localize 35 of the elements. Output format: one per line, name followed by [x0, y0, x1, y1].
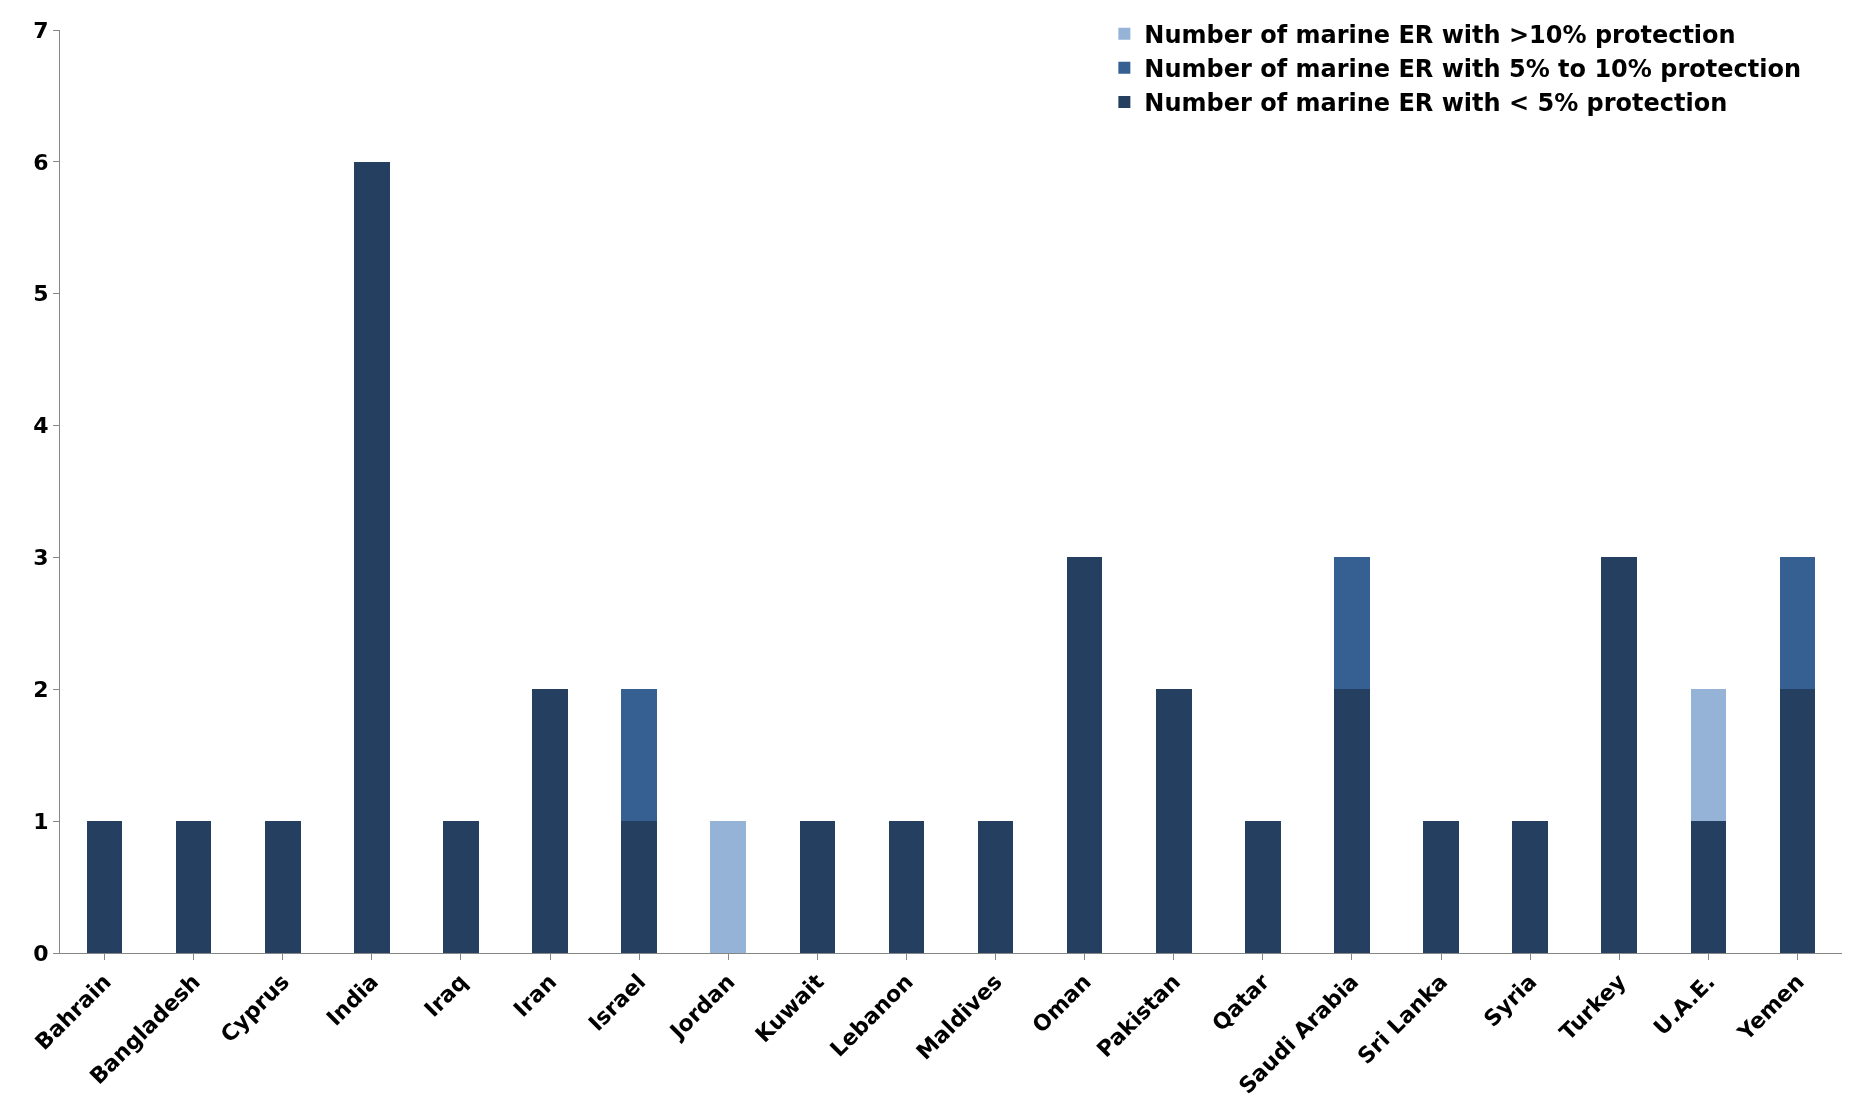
- bar: [1155, 689, 1192, 953]
- bar: [443, 821, 479, 953]
- y-tick-label: 5: [33, 281, 49, 307]
- bar: [532, 689, 568, 953]
- y-tick-label: 6: [33, 149, 49, 175]
- bar: [621, 689, 657, 822]
- bar: [264, 821, 301, 953]
- y-tick-label: 1: [33, 808, 49, 834]
- legend-label: Number of marine ER with >10% protection: [1144, 21, 1736, 49]
- bar: [354, 161, 390, 953]
- bar: [977, 821, 1014, 953]
- y-tick-label: 2: [33, 676, 49, 702]
- bar: [175, 821, 212, 953]
- bar: [1779, 689, 1816, 953]
- y-tick-label: 7: [33, 17, 49, 43]
- bar: [1601, 557, 1638, 953]
- legend-label: Number of marine ER with < 5% protection: [1144, 89, 1728, 118]
- y-tick-label: 4: [33, 413, 49, 439]
- y-tick-label: 3: [33, 545, 49, 571]
- bar: [1334, 689, 1370, 953]
- bar: [1334, 557, 1370, 690]
- bar: [1512, 821, 1548, 953]
- legend-label: Number of marine ER with 5% to 10% protection: [1144, 55, 1801, 84]
- bar: [710, 821, 747, 953]
- bar: [1690, 821, 1727, 953]
- bar: [888, 821, 925, 953]
- bar: [86, 821, 123, 953]
- bar: [1690, 689, 1727, 822]
- bar: [1066, 557, 1103, 953]
- bar: [621, 821, 657, 953]
- bar: [1779, 557, 1816, 690]
- bar: [799, 821, 836, 953]
- y-tick-label: 0: [33, 940, 49, 966]
- bar: [1423, 821, 1459, 953]
- bar: [1245, 821, 1281, 953]
